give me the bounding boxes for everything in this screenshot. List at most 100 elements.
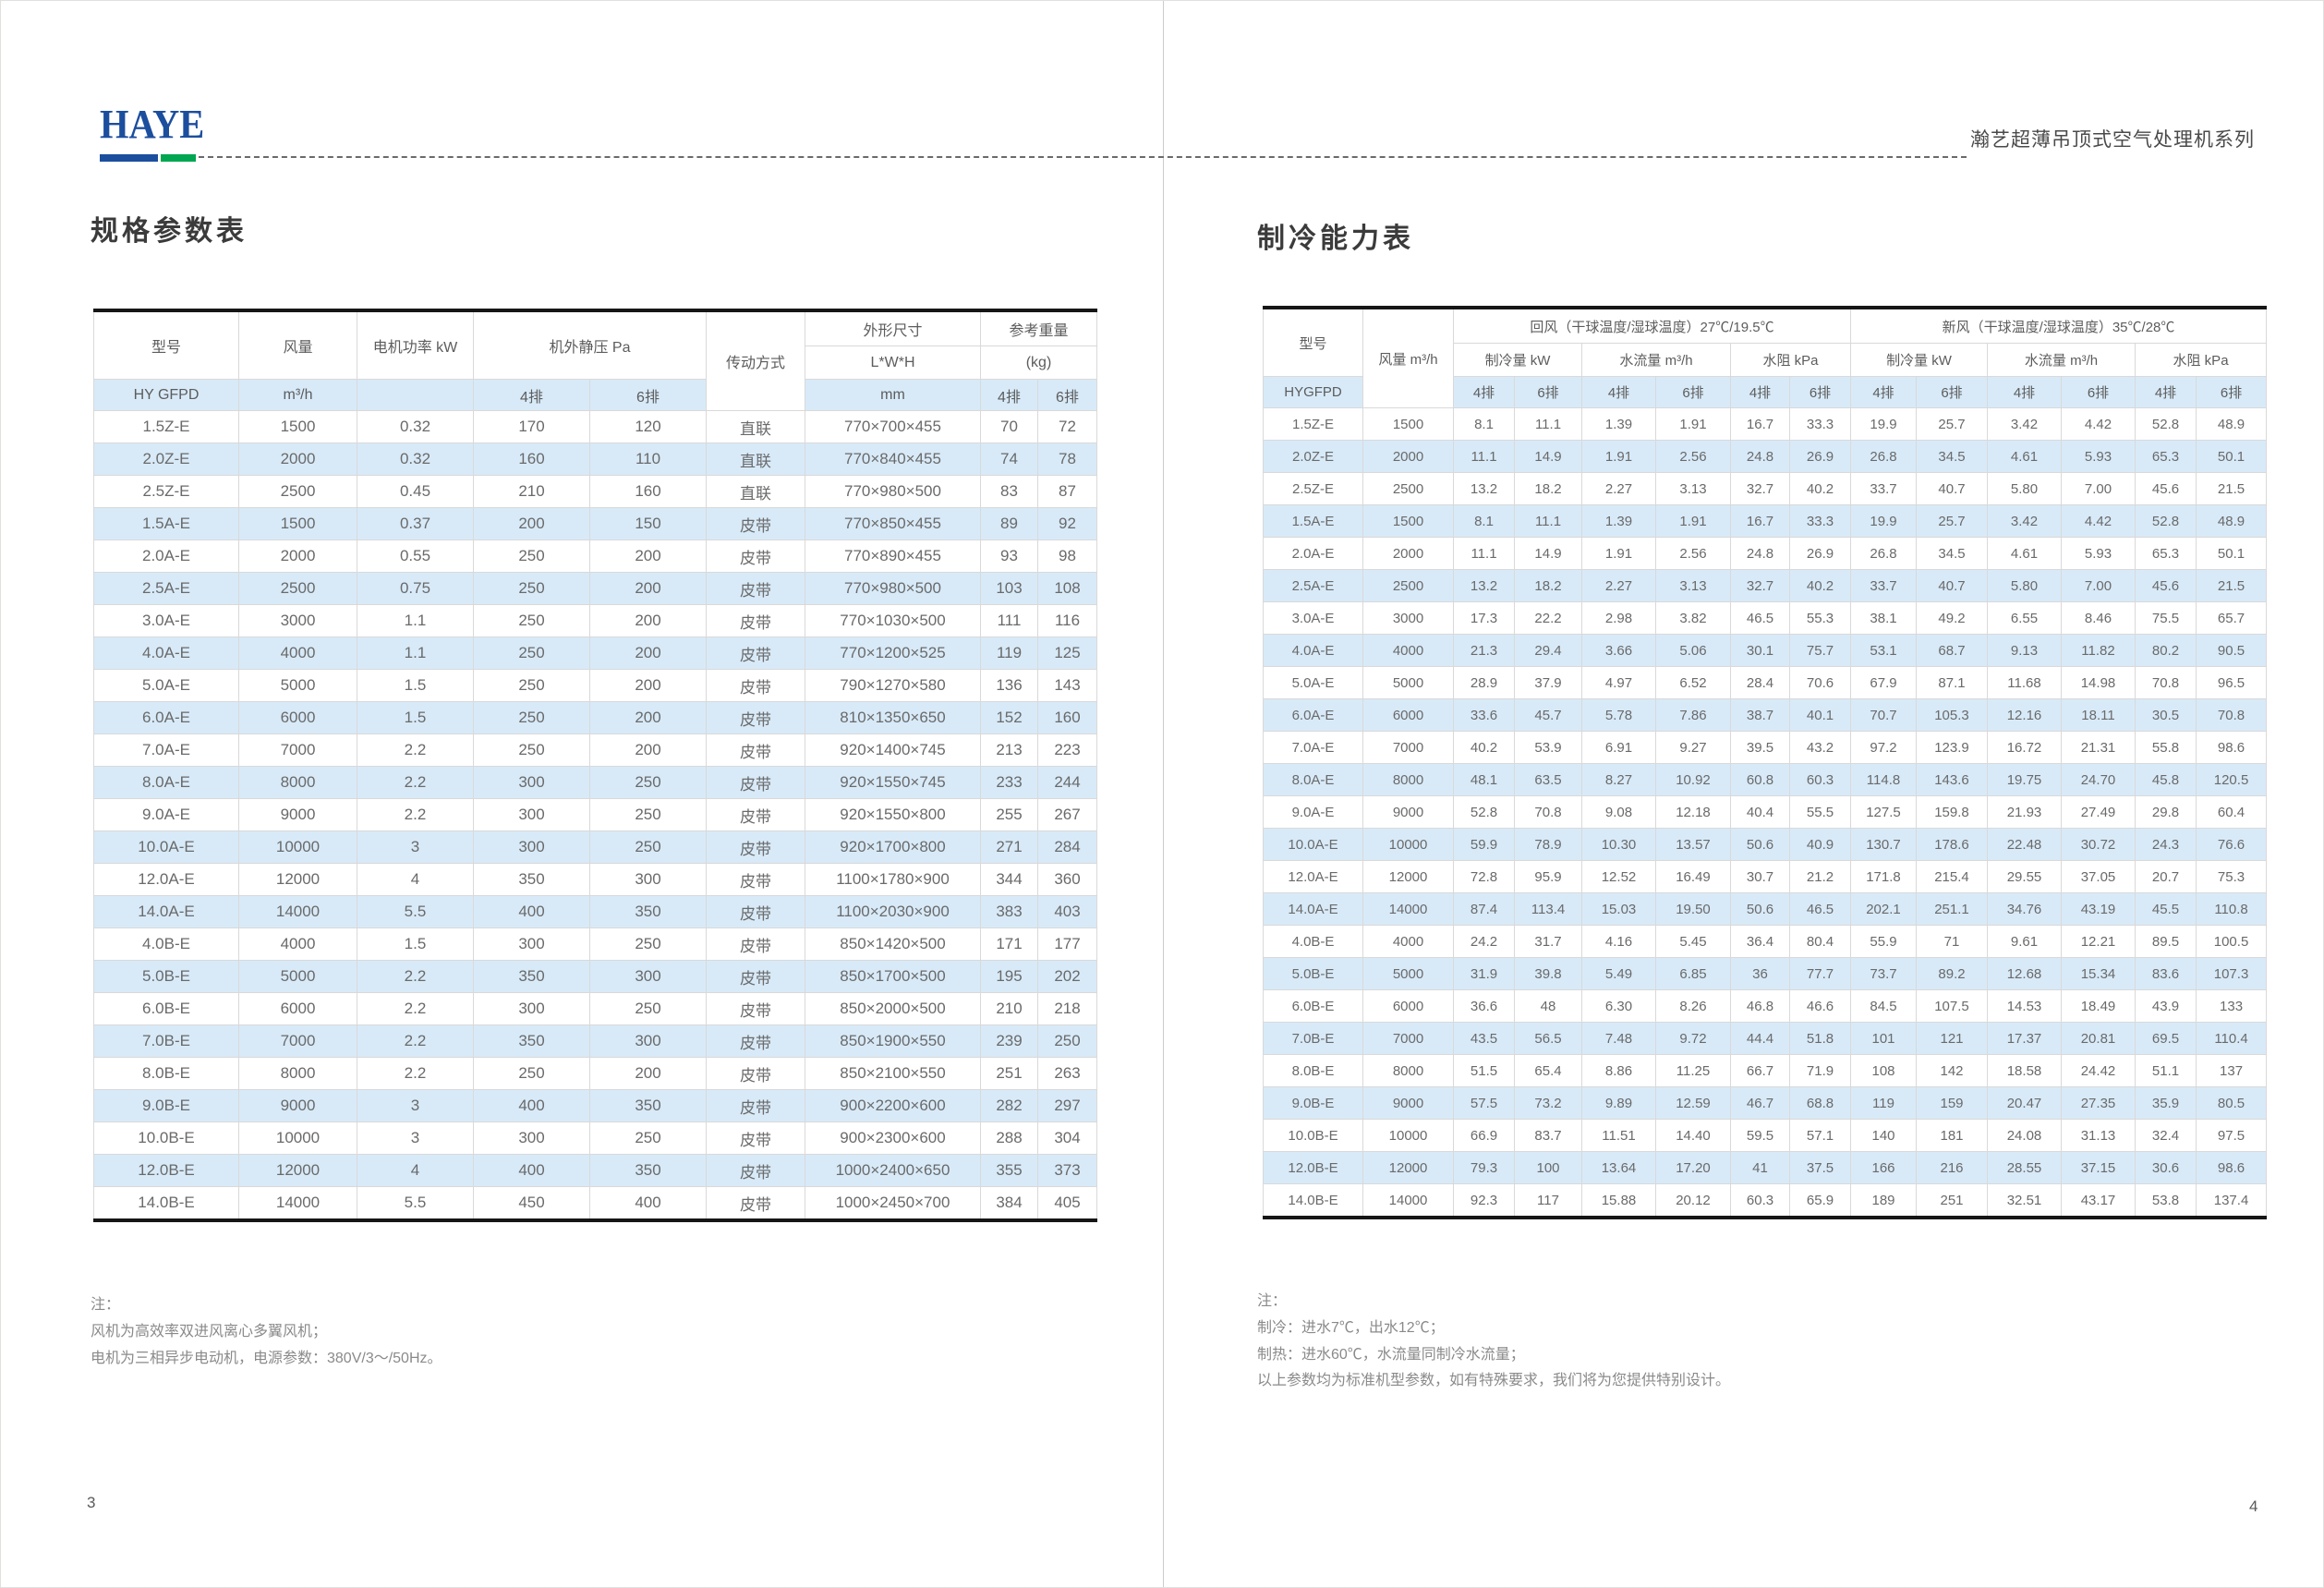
table-cell: 18.2 <box>1514 472 1582 505</box>
table-cell: 皮带 <box>706 1186 805 1221</box>
table-cell: 33.7 <box>1850 472 1917 505</box>
table-cell: 5000 <box>238 960 357 993</box>
table-cell: 3 <box>357 830 474 864</box>
col-header-model: 型号 <box>1263 307 1363 377</box>
table-cell: 18.2 <box>1514 569 1582 602</box>
table-cell: 5.0A-E <box>93 669 239 702</box>
table-cell: 250 <box>473 572 590 605</box>
table-cell: 皮带 <box>706 960 805 993</box>
table-cell: 17.3 <box>1453 601 1515 635</box>
table-cell: 皮带 <box>706 863 805 896</box>
table-cell: 9.0A-E <box>93 798 239 831</box>
table-cell: 97.2 <box>1850 731 1917 764</box>
table-cell: 2500 <box>238 572 357 605</box>
table-cell: 110 <box>589 442 707 476</box>
table-cell: 4000 <box>1362 634 1454 667</box>
table-cell: 30.6 <box>2135 1151 2197 1184</box>
subheader-mm: mm <box>805 379 981 411</box>
table-cell: 10.0B-E <box>93 1121 239 1155</box>
table-cell: 2.5A-E <box>93 572 239 605</box>
table-cell: 40.2 <box>1453 731 1515 764</box>
table-cell: 1500 <box>238 507 357 540</box>
table-cell: 21.5 <box>2195 472 2268 505</box>
subheader-model-code: HYGFPD <box>1263 376 1363 408</box>
table-cell: 216 <box>1916 1151 1988 1184</box>
table-cell: 皮带 <box>706 507 805 540</box>
table-cell: 920×1550×745 <box>805 766 981 799</box>
table-cell: 123.9 <box>1916 731 1988 764</box>
table-cell: 5000 <box>1362 666 1454 699</box>
table-row: 6.0B-E 6000 36.6 48 6.30 8.26 46.8 46.6 84.5 107.… <box>1263 989 2268 1023</box>
table-cell: 31.13 <box>2061 1119 2136 1152</box>
table-cell: 28.55 <box>1987 1151 2062 1184</box>
table-cell: 24.08 <box>1987 1119 2062 1152</box>
table-cell: 30.1 <box>1730 634 1790 667</box>
table-cell: 27.35 <box>2061 1086 2136 1120</box>
table-cell: 14.9 <box>1514 440 1582 473</box>
table-row: 9.0A-E 9000 2.2 300 250 皮带 920×1550×800 255 267 <box>93 798 1098 831</box>
table-cell: 13.57 <box>1655 828 1731 861</box>
table-cell: 11.51 <box>1581 1119 1656 1152</box>
table-cell: 2000 <box>1362 440 1454 473</box>
table-cell: 105.3 <box>1916 698 1988 732</box>
table-cell: 3.66 <box>1581 634 1656 667</box>
note-line: 以上参数均为标准机型参数，如有特殊要求，我们将为您提供特别设计。 <box>1257 1373 1731 1389</box>
table-cell: 850×2000×500 <box>805 992 981 1025</box>
table-cell: 3.42 <box>1987 407 2062 441</box>
table-cell: 53.1 <box>1850 634 1917 667</box>
series-title: 瀚艺超薄吊顶式空气处理机系列 <box>1970 129 2255 151</box>
table-cell: 75.3 <box>2195 860 2268 893</box>
subheader-6row: 6排 <box>1036 379 1098 411</box>
page-left: 规格参数表 型号 风量 电机功率 kW 机外静压 Pa 传动方式 外形尺寸 参考… <box>1 1 1163 1587</box>
subheader-6row: 6排 <box>589 379 707 411</box>
table-cell: 8.0A-E <box>93 766 239 799</box>
table-cell: 14.98 <box>2061 666 2136 699</box>
table-cell: 70.8 <box>2135 666 2197 699</box>
table-cell: 271 <box>980 830 1038 864</box>
note-line: 注： <box>1257 1293 1288 1309</box>
table-cell: 239 <box>980 1024 1038 1058</box>
table-cell: 24.8 <box>1730 440 1790 473</box>
table-cell: 21.93 <box>1987 795 2062 829</box>
table-cell: 251 <box>1916 1183 1988 1218</box>
table-cell: 770×850×455 <box>805 507 981 540</box>
table-cell: 2.0A-E <box>93 539 239 573</box>
table-cell: 26.9 <box>1789 537 1851 570</box>
table-cell: 770×980×500 <box>805 572 981 605</box>
table-cell: 383 <box>980 895 1038 928</box>
table-cell: 215.4 <box>1916 860 1988 893</box>
table-cell: 36 <box>1730 957 1790 990</box>
table-cell: 12000 <box>238 863 357 896</box>
table-cell: 223 <box>1036 733 1098 767</box>
table-row: 2.0Z-E 2000 0.32 160 110 直联 770×840×455 74 78 <box>93 442 1098 476</box>
table-cell: 12.0A-E <box>93 863 239 896</box>
table-cell: 73.2 <box>1514 1086 1582 1120</box>
table-cell: 200 <box>589 572 707 605</box>
table-cell: 70 <box>980 410 1038 443</box>
table-cell: 9.61 <box>1987 925 2062 958</box>
table-cell: 39.8 <box>1514 957 1582 990</box>
table-cell: 4000 <box>238 636 357 670</box>
subheader-model-code: HY GFPD <box>93 379 239 411</box>
table-cell: 98.6 <box>2195 1151 2268 1184</box>
table-cell: 3.0A-E <box>1263 601 1363 635</box>
table-cell: 8.1 <box>1453 504 1515 538</box>
col-header-kg: (kg) <box>979 345 1098 380</box>
table-cell: 119 <box>980 636 1038 670</box>
table-cell: 14000 <box>238 895 357 928</box>
table-cell: 4.61 <box>1987 440 2062 473</box>
table-row: 8.0A-E 8000 2.2 300 250 皮带 920×1550×745 233 244 <box>93 766 1098 799</box>
table-cell: 4.61 <box>1987 537 2062 570</box>
table-cell: 159 <box>1916 1086 1988 1120</box>
table-cell: 71.9 <box>1789 1054 1851 1087</box>
table-cell: 8000 <box>238 766 357 799</box>
table-cell: 12.0A-E <box>1263 860 1363 893</box>
table-cell: 5.93 <box>2061 440 2136 473</box>
table-cell: 77.7 <box>1789 957 1851 990</box>
table-cell: 24.8 <box>1730 537 1790 570</box>
table-cell: 6.55 <box>1987 601 2062 635</box>
table-cell: 16.7 <box>1730 504 1790 538</box>
table-cell: 31.7 <box>1514 925 1582 958</box>
table-cell: 12.16 <box>1987 698 2062 732</box>
table-cell: 14.0B-E <box>93 1186 239 1221</box>
